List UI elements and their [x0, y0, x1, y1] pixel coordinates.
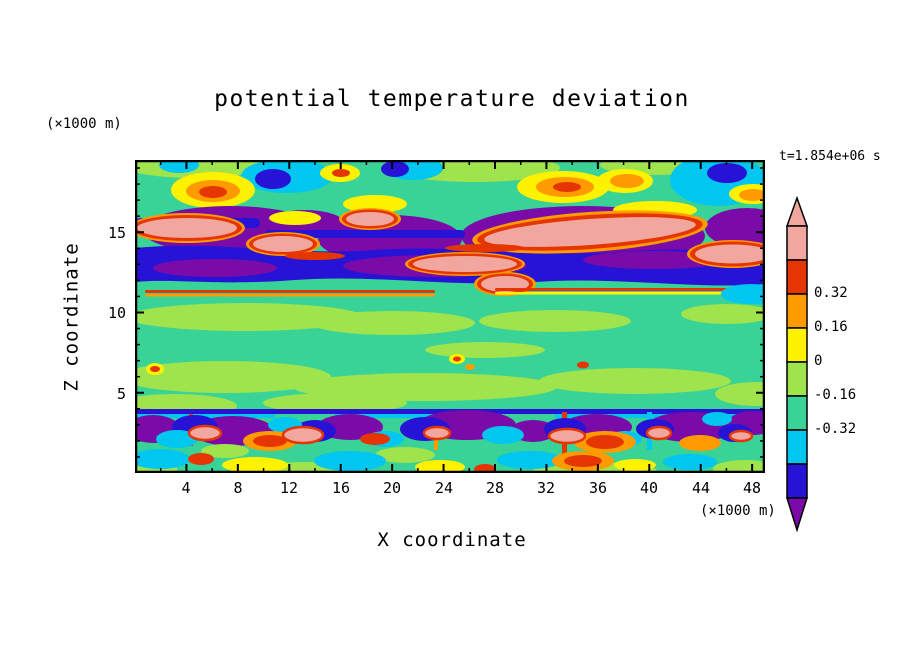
x-tick-label: 40 [639, 479, 659, 497]
plot-area [134, 159, 766, 474]
plot-border [134, 159, 766, 474]
x-axis-title: X coordinate [377, 529, 527, 551]
x-tick-label: 48 [742, 479, 762, 497]
x-tick-label: 8 [233, 479, 243, 497]
y-tick-label: 15 [107, 224, 126, 242]
y-tick-label: 10 [107, 304, 126, 322]
x-tick-label: 12 [279, 479, 299, 497]
boundary-layer-band [135, 409, 765, 454]
x-tick-label: 36 [588, 479, 608, 497]
y-axis-title-text: Z coordinate [61, 241, 83, 392]
contour-field [134, 159, 766, 474]
x-tick-label: 16 [331, 479, 351, 497]
contour-artwork [135, 160, 765, 473]
x-tick-label: 44 [691, 479, 711, 497]
colorbar-label: -0.32 [814, 421, 857, 437]
colorbar-label: 0.32 [814, 285, 848, 301]
x-tick-label: 4 [181, 479, 191, 497]
time-annotation: t=1.854e+06 s [779, 149, 881, 164]
y-tick-label: 5 [116, 385, 126, 403]
x-tick-label: 28 [485, 479, 505, 497]
chart-title: potential temperature deviation [214, 86, 690, 112]
mid-quiescent-band [135, 303, 765, 418]
x-tick-label: 24 [434, 479, 454, 497]
colorbar-label: 0.16 [814, 319, 848, 335]
y-axis-title: Z coordinate [52, 160, 92, 473]
top-edge-band [135, 160, 765, 208]
x-tick-label: 20 [382, 479, 402, 497]
y-axis-units-label: (×1000 m) [46, 116, 122, 132]
colorbar [785, 196, 809, 532]
x-axis-units-label: (×1000 m) [700, 503, 776, 519]
colorbar-label: -0.16 [814, 387, 857, 403]
gravity-wave-band [135, 195, 765, 304]
x-tick-label: 32 [536, 479, 556, 497]
colorbar-label: 0 [814, 353, 823, 369]
